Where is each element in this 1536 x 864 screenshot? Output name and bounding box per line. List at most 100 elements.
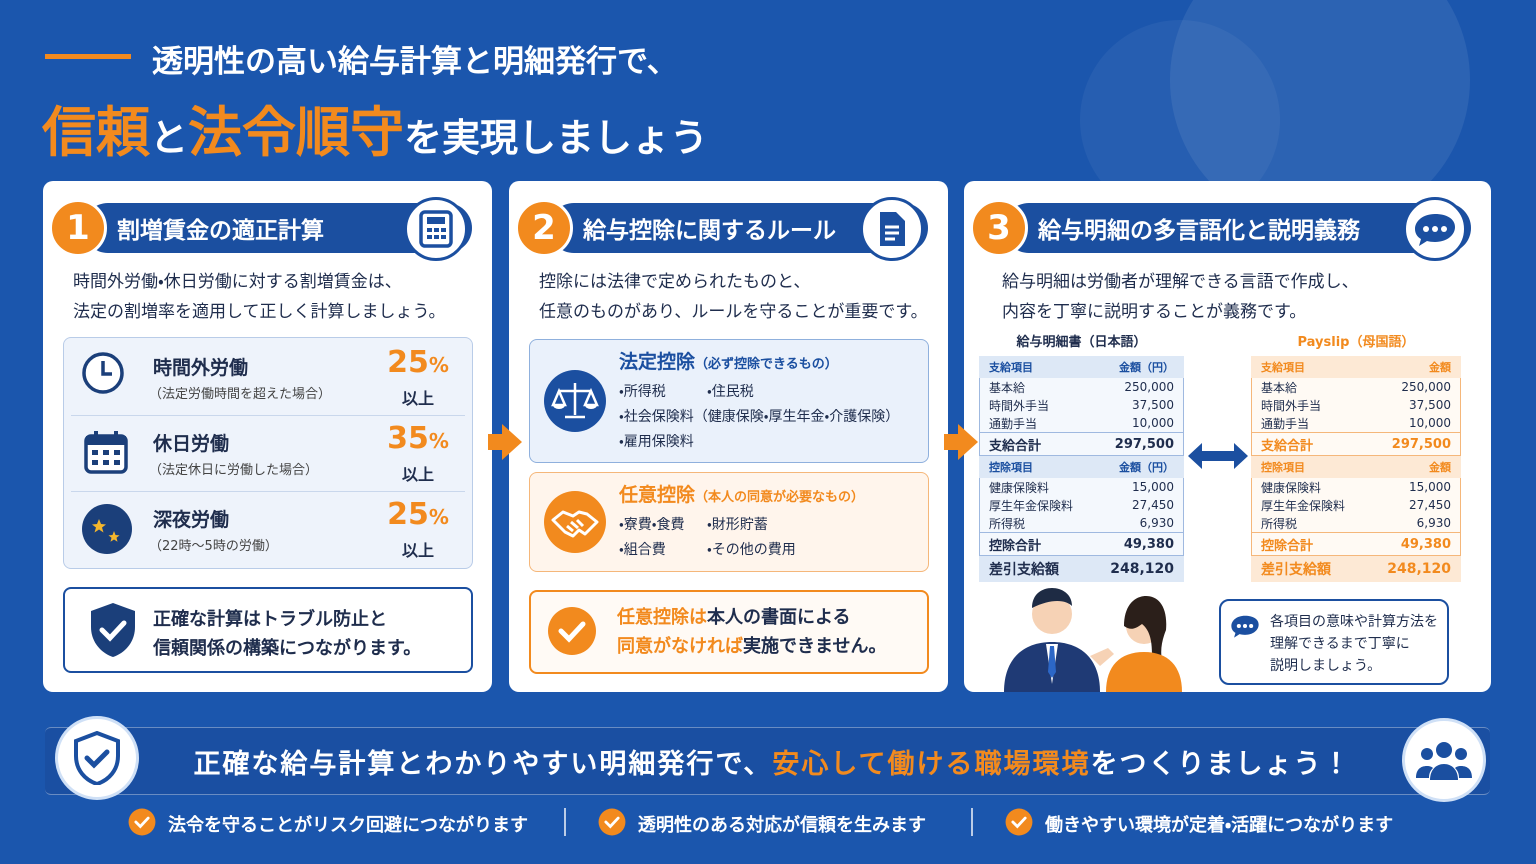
payslip-label: 健康保険料: [989, 480, 1050, 495]
callout-part: 同意がなければ: [617, 636, 743, 657]
icon-path: [604, 816, 620, 829]
icon-circle: [598, 808, 626, 836]
payslip-label: 健康保険料: [1261, 480, 1322, 495]
payslip-row: 支給項目 金額: [1251, 356, 1461, 378]
callout-part: 本人の書面による: [707, 607, 851, 628]
voluntary-item: ・組合費: [619, 542, 666, 558]
panel-icon: [404, 197, 468, 261]
icon-circle: [1421, 748, 1433, 760]
icon-path: [553, 405, 597, 409]
payslip-amount: 27,450: [1132, 498, 1174, 512]
rate-icon: [81, 351, 125, 395]
icon-path: [551, 383, 599, 419]
payslip-amount: 27,450: [1409, 498, 1451, 512]
payslip-row: 時間外手当 37,500: [1251, 396, 1461, 414]
icon-path: [92, 519, 106, 533]
icon-rect: [114, 450, 120, 455]
payslip-amount: 金額（円）: [1119, 461, 1174, 474]
panel-title: 給与明細の多言語化と説明義務: [1038, 218, 1360, 244]
voluntary-icon: [543, 490, 607, 554]
icon-rect: [434, 228, 439, 232]
payslip-label: 通勤手当: [989, 416, 1038, 431]
icon-svg: [544, 370, 606, 432]
description: 給与明細は労働者が理解できる言語で作成し、: [1002, 272, 1359, 292]
payslip-row: 控除合計 49,380: [979, 532, 1184, 556]
voluntary-sub: （本人の同意が必要なもの）: [695, 490, 865, 505]
payslip-amount: 250,000: [1401, 380, 1451, 394]
description: 任意のものがあり、ルールを守ることが重要です。: [539, 302, 928, 322]
payslip-label: 基本給: [1261, 380, 1298, 395]
icon-rect: [92, 450, 98, 455]
icon-circle: [1432, 226, 1438, 232]
rate-number: 35: [387, 421, 429, 456]
rate-value: 25%: [383, 345, 453, 380]
rate-icon: [81, 503, 133, 555]
icon-path: [1430, 764, 1458, 780]
payslip-label: 支給合計: [1261, 438, 1314, 454]
icon-path: [84, 749, 110, 769]
callout-part: 任意控除は: [617, 607, 707, 628]
rate-number: 25: [387, 497, 429, 532]
panel: 給与明細の多言語化と説明義務 3 給与明細は労働者が理解できる言語で作成し、 内容を丁…: [964, 181, 1491, 692]
payslip-amount: 297,500: [1391, 436, 1451, 452]
point-text: 法令を守ることがリスク回避につながります: [168, 815, 528, 836]
payslip-amount: 37,500: [1409, 398, 1451, 412]
icon-path: [74, 731, 120, 785]
icon-path: [101, 361, 112, 376]
payslip-row: 健康保険料 15,000: [979, 478, 1184, 496]
payslip-row: 控除項目 金額: [1251, 456, 1461, 478]
callout-box: [63, 587, 473, 673]
point-separator: [564, 808, 566, 836]
footer-people: [1402, 718, 1486, 802]
icon-circle: [1005, 808, 1033, 836]
speech-text: 理解できるまで丁寧に: [1270, 636, 1410, 652]
payslip-label: 控除項目: [989, 461, 1033, 474]
payslip-row: 基本給 250,000: [1251, 378, 1461, 396]
icon-rect: [427, 235, 432, 239]
icon-svg: [74, 731, 120, 785]
footer-banner: [45, 727, 1490, 795]
footer-message-part: 安心して働ける職場環境: [772, 749, 1091, 780]
icon-path: [558, 621, 586, 643]
icon-svg: [91, 603, 135, 657]
payslip-row: 通勤手当 10,000: [1251, 414, 1461, 432]
icon-rect: [434, 235, 439, 239]
voluntary-heading: 任意控除 （本人の同意が必要なもの）: [619, 480, 864, 507]
payslip-label: 支給合計: [989, 438, 1042, 454]
payslip-row: 支給合計 297,500: [1251, 432, 1461, 456]
number-badge: 3: [970, 199, 1028, 257]
statutory-item: ・雇用保険料: [619, 434, 694, 450]
payslip-label: 時間外手当: [989, 398, 1050, 413]
icon-svg: [548, 607, 596, 655]
icon-svg: [1415, 214, 1455, 246]
footer-message-part: をつくりましょう！: [1090, 749, 1352, 780]
icon-path: [1011, 816, 1027, 829]
icon-circle: [1249, 623, 1254, 629]
icon-path: [1090, 648, 1114, 666]
payslip-row: 支給項目 金額（円）: [979, 356, 1184, 378]
statutory-item: ・所得税: [619, 384, 666, 400]
payslip-caption: 給与明細書（日本語）: [1016, 335, 1147, 350]
payslip-row: 控除合計 49,380: [1251, 532, 1461, 556]
icon-rect: [419, 210, 453, 248]
payslip-label: 所得税: [1261, 516, 1298, 531]
rate-value: 35%: [383, 421, 453, 456]
icon-path: [1455, 766, 1472, 778]
payslip-row: 厚生年金保険料 27,450: [979, 496, 1184, 514]
icon-circle: [548, 607, 596, 655]
icon-rect: [441, 228, 446, 232]
rate-suffix: 以上: [401, 389, 434, 408]
statutory-icon: [543, 369, 607, 433]
headline-part: 信頼: [42, 101, 150, 164]
icon-svg: [82, 352, 124, 394]
callout-line: 同意がなければ 実施できません。: [617, 632, 886, 658]
footer-message-part: 正確な給与計算とわかりやすい明細発行で、: [193, 749, 773, 780]
payslip-label: 時間外手当: [1261, 398, 1322, 413]
icon-circle: [1441, 226, 1447, 232]
icon-circle: [82, 504, 132, 554]
payslip-amount: 金額: [1429, 461, 1451, 474]
rate-suffix: 以上: [401, 541, 434, 560]
accent-line: [45, 54, 131, 59]
callout-part: 実施できません。: [743, 636, 887, 657]
rate-icon: [81, 427, 131, 477]
